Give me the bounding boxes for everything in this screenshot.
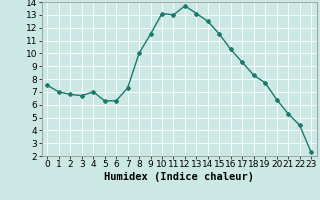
X-axis label: Humidex (Indice chaleur): Humidex (Indice chaleur) (104, 172, 254, 182)
